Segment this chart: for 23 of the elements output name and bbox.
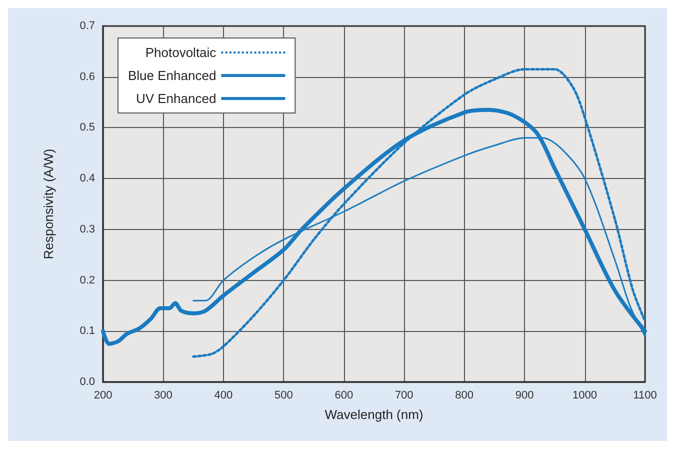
y-tick-label: 0.4 <box>80 172 95 185</box>
x-tick-label: 400 <box>214 390 233 402</box>
x-tick-label: 900 <box>515 390 534 402</box>
y-tick-label: 0.3 <box>80 223 95 236</box>
legend-label: UV Enhanced <box>136 91 216 106</box>
x-tick-label: 1000 <box>572 390 598 402</box>
x-tick-label: 700 <box>394 390 414 402</box>
y-axis-title: Responsivity (A/W) <box>41 148 56 260</box>
x-tick-label: 500 <box>274 390 293 402</box>
x-tick-label: 800 <box>455 390 474 402</box>
x-tick-label: 200 <box>94 390 112 402</box>
y-tick-label: 0.2 <box>80 274 95 286</box>
legend-label: Photovoltaic <box>145 45 217 60</box>
x-tick-label: 600 <box>334 390 354 402</box>
y-tick-label: 0.1 <box>80 325 95 338</box>
y-tick-label: 0.0 <box>80 376 95 388</box>
y-tick-label: 0.5 <box>80 122 95 134</box>
x-tick-label: 300 <box>154 390 172 402</box>
legend-label: Blue Enhanced <box>128 68 216 83</box>
x-axis-title: Wavelength (nm) <box>324 407 424 422</box>
y-tick-label: 0.6 <box>80 70 95 83</box>
x-tick-label: 1100 <box>633 390 657 402</box>
y-tick-label: 0.7 <box>80 20 95 32</box>
